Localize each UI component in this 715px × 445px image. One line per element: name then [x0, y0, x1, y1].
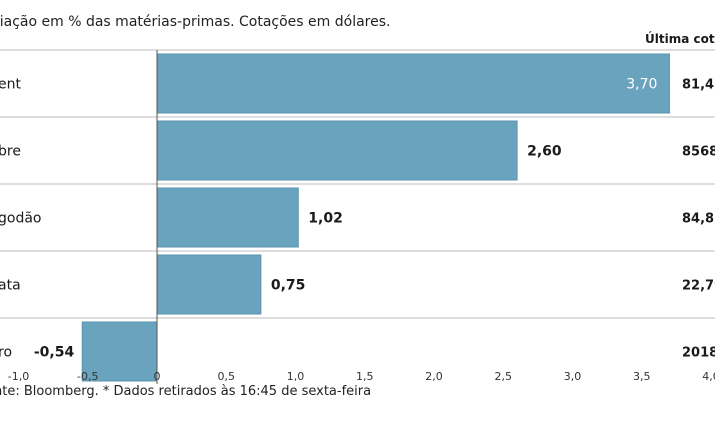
- category-label: bre: [0, 144, 21, 160]
- chart-footer: nte: Bloomberg. * Dados retirados às 16:…: [0, 384, 372, 399]
- bar-chart: ent 3,70 81,47 bre 2,60 8568,5 godão 1,02 84,81 a…: [0, 49, 715, 384]
- bar: [156, 187, 299, 248]
- category-label: godão: [0, 211, 41, 227]
- last-quote-value: 8568,5: [682, 145, 715, 160]
- x-tick-label: 1,0: [287, 370, 305, 383]
- category-label: ent: [0, 77, 21, 93]
- bar: [156, 120, 518, 181]
- x-tick-label: 4,0: [702, 370, 715, 383]
- value-label: 1,02: [308, 211, 343, 227]
- last-quote-value: 81,47: [682, 78, 715, 93]
- category-label: ro: [0, 345, 12, 361]
- x-tick-label: 0: [154, 370, 161, 383]
- x-tick-label: 1,5: [356, 370, 374, 383]
- x-tick-label: 3,0: [564, 370, 582, 383]
- value-label: 2,60: [527, 144, 562, 160]
- category-label: ata: [0, 278, 21, 294]
- last-quote-value: 2018,46: [682, 346, 715, 361]
- value-label: 0,75: [271, 278, 306, 294]
- last-quote-value: 84,81: [682, 212, 715, 227]
- x-tick-label: 3,5: [633, 370, 651, 383]
- last-quote-header: Última cotação: [645, 32, 715, 46]
- x-tick-label: 2,0: [425, 370, 443, 383]
- x-tick-label: -0,5: [77, 370, 98, 383]
- x-tick-label: 0,5: [218, 370, 236, 383]
- x-tick-label: 2,5: [495, 370, 513, 383]
- value-label: 3,70: [626, 77, 657, 93]
- bar: [156, 254, 262, 315]
- chart-subtitle: riação em % das matérias-primas. Cotaçõe…: [0, 14, 391, 30]
- x-tick-label: -1,0: [8, 370, 29, 383]
- last-quote-value: 22,7915: [682, 279, 715, 294]
- value-label: -0,54: [34, 345, 75, 361]
- bar: [81, 321, 158, 382]
- bar: [156, 53, 670, 114]
